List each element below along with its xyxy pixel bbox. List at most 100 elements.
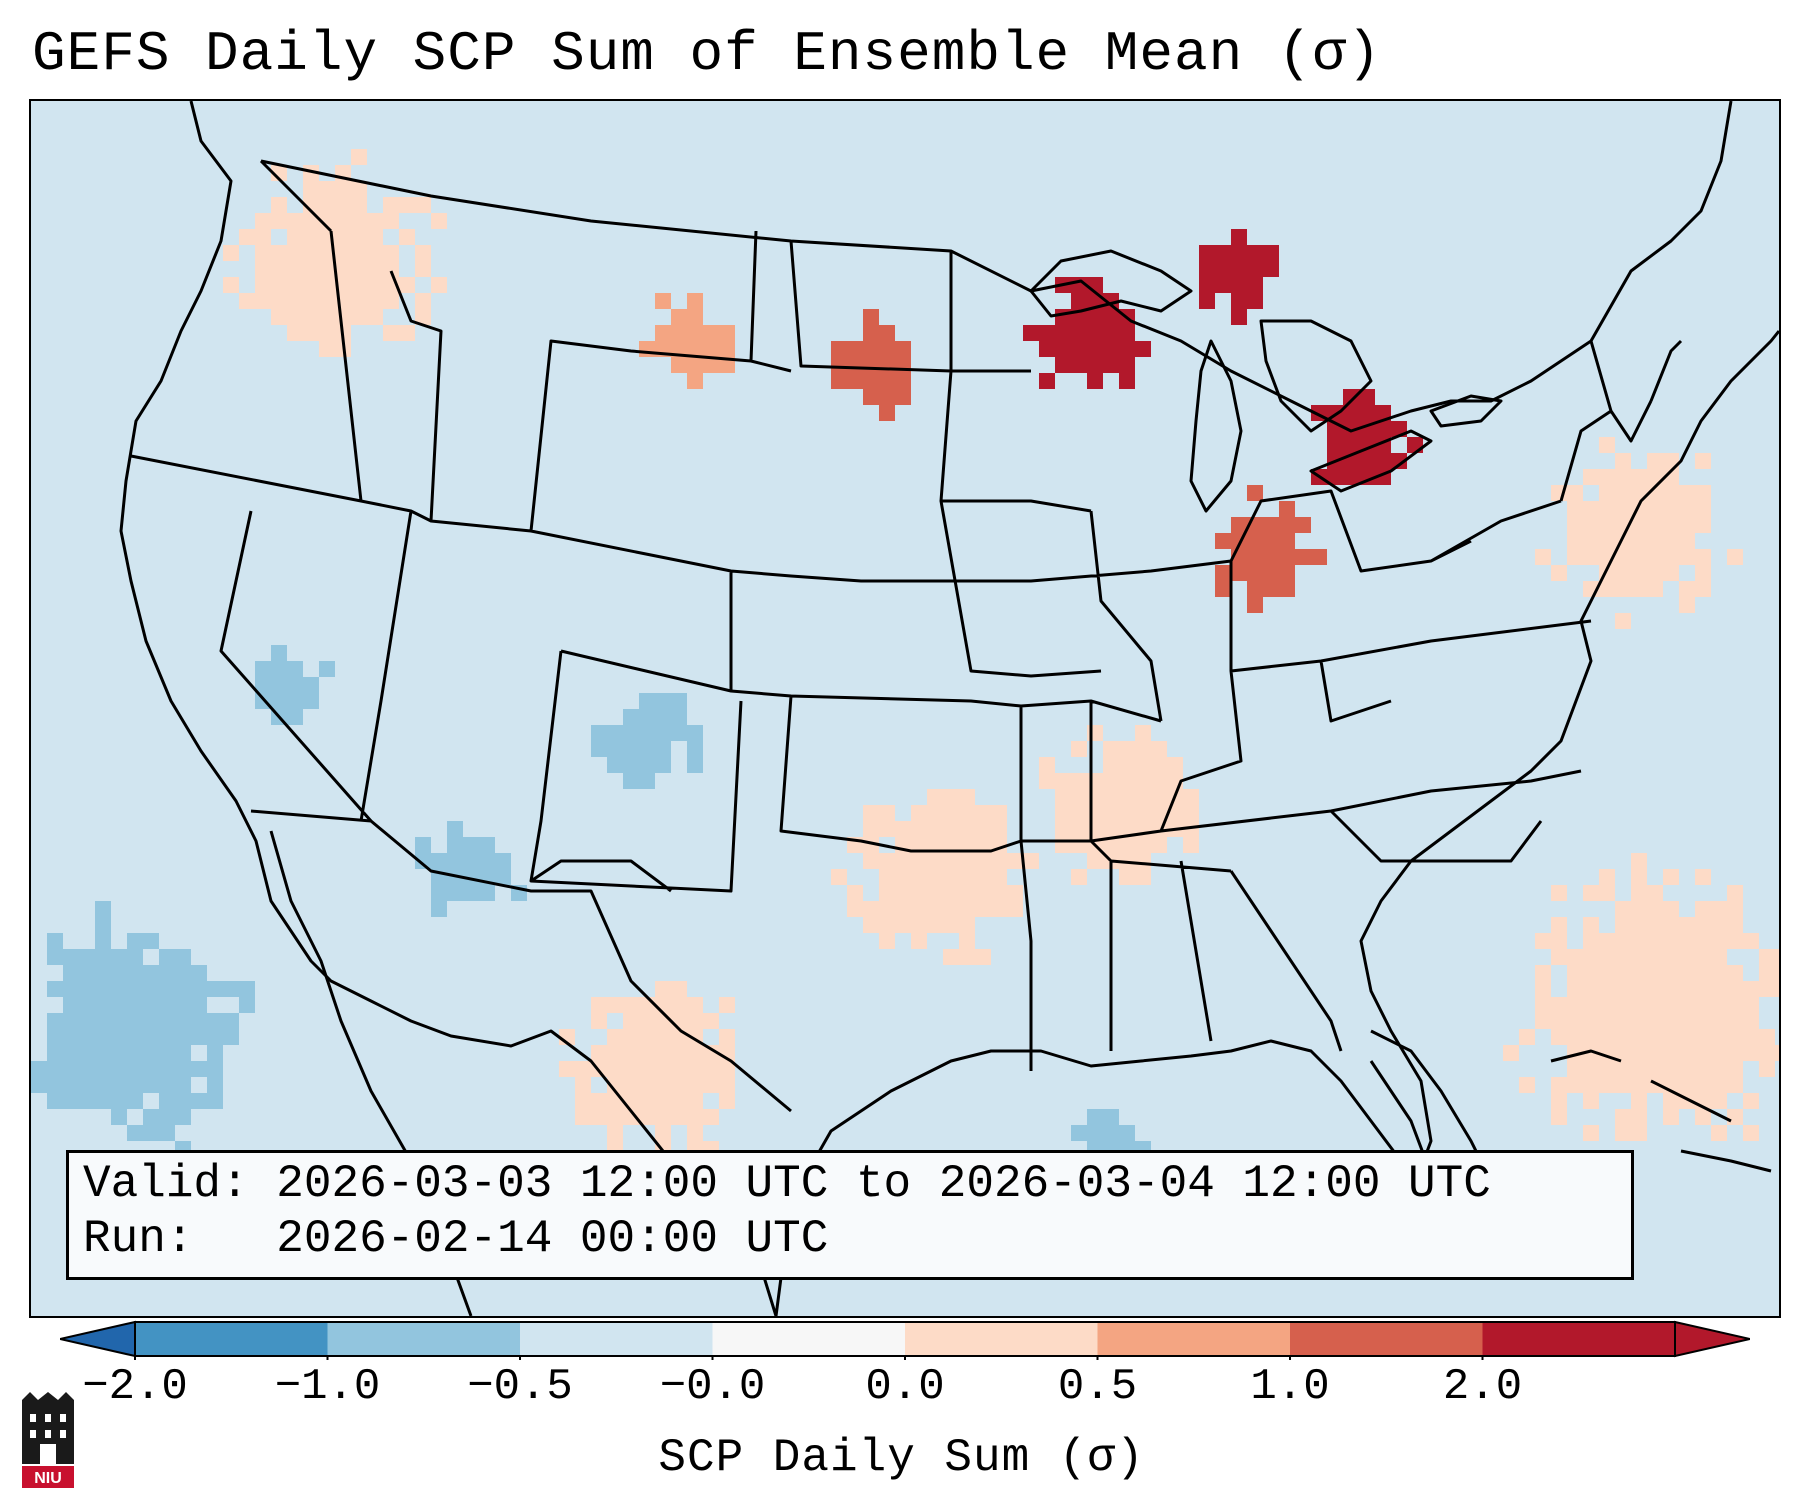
anomaly-cell <box>831 357 847 373</box>
anomaly-cell <box>671 693 687 709</box>
anomaly-cell <box>1695 1109 1711 1125</box>
anomaly-cell <box>879 853 895 869</box>
anomaly-cell <box>1583 997 1599 1013</box>
anomaly-cell <box>1567 1061 1583 1077</box>
colorbar-segment <box>135 1322 328 1356</box>
anomaly-cell <box>1167 757 1183 773</box>
anomaly-cell <box>1087 805 1103 821</box>
anomaly-cell <box>1151 741 1167 757</box>
anomaly-cell <box>303 277 319 293</box>
colorbar-tick-label: −2.0 <box>82 1362 188 1412</box>
anomaly-cell <box>303 677 319 693</box>
anomaly-cell <box>1375 453 1391 469</box>
anomaly-cell <box>879 933 895 949</box>
anomaly-cell <box>1711 933 1727 949</box>
anomaly-cell <box>639 1029 655 1045</box>
anomaly-cell <box>351 149 367 165</box>
anomaly-cell <box>1695 1077 1711 1093</box>
anomaly-cell <box>1583 949 1599 965</box>
anomaly-cell <box>1631 933 1647 949</box>
anomaly-cell <box>271 661 287 677</box>
anomaly-cell <box>1743 1093 1759 1109</box>
anomaly-cell <box>1599 517 1615 533</box>
anomaly-cell <box>1135 837 1151 853</box>
anomaly-cell <box>351 261 367 277</box>
anomaly-cell <box>1695 517 1711 533</box>
anomaly-cell <box>1615 453 1631 469</box>
anomaly-cell <box>479 885 495 901</box>
anomaly-cell <box>255 245 271 261</box>
anomaly-cell <box>991 853 1007 869</box>
anomaly-cell <box>1679 549 1695 565</box>
anomaly-cell <box>1103 741 1119 757</box>
anomaly-cell <box>1519 1077 1535 1093</box>
anomaly-cell <box>303 245 319 261</box>
anomaly-cell <box>959 885 975 901</box>
anomaly-cell <box>943 869 959 885</box>
anomaly-cell <box>1663 933 1679 949</box>
anomaly-cell <box>671 1109 687 1125</box>
anomaly-cell <box>255 677 271 693</box>
anomaly-cell <box>623 741 639 757</box>
anomaly-cell <box>1759 1061 1775 1077</box>
anomaly-cell <box>1055 789 1071 805</box>
anomaly-cell <box>1551 1093 1567 1109</box>
anomaly-cell <box>111 949 127 965</box>
anomaly-cell <box>1087 357 1103 373</box>
anomaly-cell <box>639 341 655 357</box>
anomaly-cell <box>911 805 927 821</box>
anomaly-cell <box>975 853 991 869</box>
anomaly-cell <box>63 997 79 1013</box>
anomaly-cell <box>447 885 463 901</box>
anomaly-cell <box>1583 1045 1599 1061</box>
anomaly-cell <box>1583 1029 1599 1045</box>
anomaly-cell <box>1599 1029 1615 1045</box>
anomaly-cell <box>287 709 303 725</box>
anomaly-cell <box>1679 485 1695 501</box>
anomaly-cell <box>655 1125 671 1141</box>
anomaly-cell <box>847 357 863 373</box>
anomaly-cell <box>1647 1061 1663 1077</box>
anomaly-cell <box>63 965 79 981</box>
anomaly-cell <box>1583 1077 1599 1093</box>
anomaly-cell <box>655 1093 671 1109</box>
anomaly-cell <box>879 325 895 341</box>
anomaly-cell <box>95 981 111 997</box>
anomaly-cell <box>1631 581 1647 597</box>
anomaly-cell <box>63 1029 79 1045</box>
anomaly-cell <box>847 341 863 357</box>
anomaly-cell <box>1343 405 1359 421</box>
anomaly-cell <box>1103 757 1119 773</box>
anomaly-cell <box>79 1045 95 1061</box>
anomaly-cell <box>1759 949 1775 965</box>
anomaly-cell <box>927 853 943 869</box>
anomaly-cell <box>1679 533 1695 549</box>
anomaly-cell <box>1247 293 1263 309</box>
anomaly-cell <box>1119 1125 1135 1141</box>
anomaly-cell <box>1647 1045 1663 1061</box>
anomaly-cell <box>671 1013 687 1029</box>
anomaly-cell <box>1183 837 1199 853</box>
anomaly-cell <box>319 277 335 293</box>
anomaly-cell <box>1615 581 1631 597</box>
anomaly-cell <box>1583 1061 1599 1077</box>
anomaly-cell <box>1663 501 1679 517</box>
anomaly-cell <box>975 821 991 837</box>
anomaly-cell <box>1679 1029 1695 1045</box>
colorbar-label: SCP Daily Sum (σ) <box>658 1432 1145 1484</box>
anomaly-cell <box>1759 1029 1775 1045</box>
anomaly-cell <box>1663 1109 1679 1125</box>
anomaly-cell <box>1247 565 1263 581</box>
anomaly-cell <box>671 325 687 341</box>
anomaly-cell <box>287 693 303 709</box>
anomaly-cell <box>687 1061 703 1077</box>
anomaly-cell <box>1519 1029 1535 1045</box>
anomaly-cell <box>847 885 863 901</box>
anomaly-cell <box>1679 981 1695 997</box>
anomaly-cell <box>671 1061 687 1077</box>
anomaly-cell <box>1087 853 1103 869</box>
anomaly-cell <box>143 1029 159 1045</box>
anomaly-cell <box>1151 757 1167 773</box>
anomaly-cell <box>159 1013 175 1029</box>
anomaly-cell <box>559 1061 575 1077</box>
